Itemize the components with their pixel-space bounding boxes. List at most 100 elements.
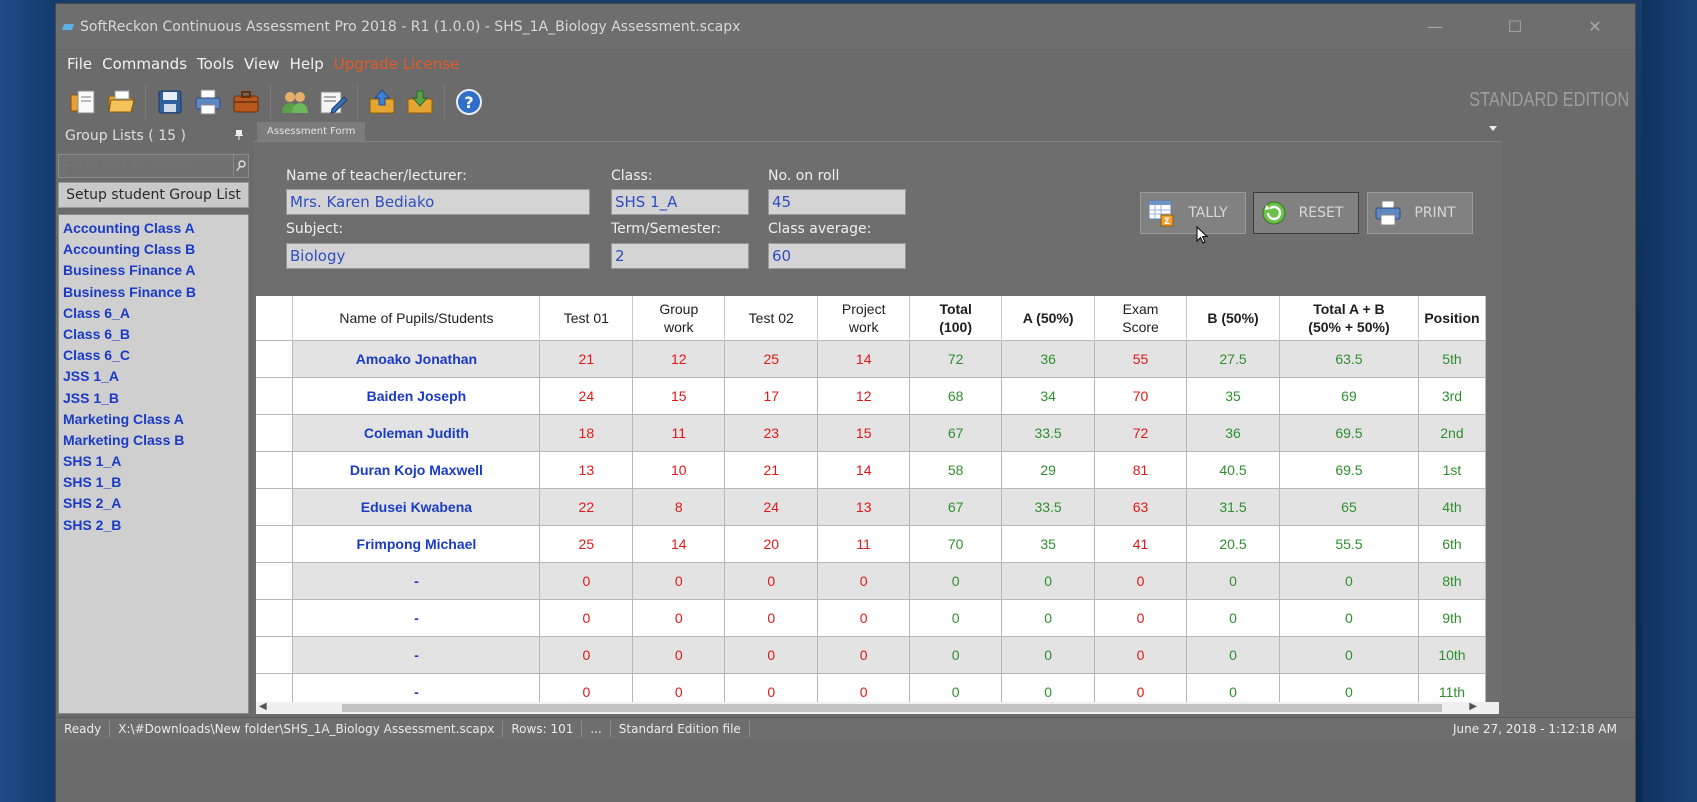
column-header[interactable]: Test 01 bbox=[539, 296, 634, 340]
score-cell[interactable]: 13 bbox=[539, 450, 634, 488]
score-cell[interactable]: 0 bbox=[1094, 561, 1188, 599]
student-name-cell[interactable]: - bbox=[292, 672, 541, 702]
student-name-cell[interactable]: Edusei Kwabena bbox=[292, 487, 541, 525]
row-header[interactable] bbox=[256, 561, 294, 599]
print-button[interactable]: PRINT bbox=[1367, 192, 1473, 234]
menu-upgrade-license[interactable]: Upgrade License bbox=[333, 55, 460, 73]
score-cell[interactable]: 29 bbox=[1001, 450, 1096, 488]
group-item[interactable]: JSS 1_B bbox=[63, 389, 120, 406]
score-cell[interactable]: 0 bbox=[1001, 672, 1096, 702]
close-button[interactable]: ✕ bbox=[1588, 17, 1602, 36]
score-cell[interactable]: 23 bbox=[724, 413, 819, 451]
column-header[interactable]: B (50%) bbox=[1186, 296, 1280, 340]
student-name-cell[interactable]: - bbox=[292, 561, 541, 599]
score-cell[interactable]: 20.5 bbox=[1186, 524, 1280, 562]
search-icon[interactable] bbox=[234, 154, 249, 178]
table-row[interactable]: Duran Kojo Maxwell 13 10 21 14 58 29 81 40.5 69.5… bbox=[256, 450, 1486, 488]
score-cell[interactable]: 13 bbox=[817, 487, 911, 525]
student-name-cell[interactable]: - bbox=[292, 598, 541, 636]
score-cell[interactable]: 15 bbox=[632, 376, 726, 414]
group-item[interactable]: SHS 1_B bbox=[63, 474, 122, 491]
row-header[interactable] bbox=[256, 672, 294, 702]
score-cell[interactable]: 70 bbox=[909, 524, 1003, 562]
score-cell[interactable]: 69.5 bbox=[1279, 413, 1419, 451]
score-cell[interactable]: 34 bbox=[1001, 376, 1096, 414]
score-cell[interactable]: 0 bbox=[632, 561, 726, 599]
table-row[interactable]: Frimpong Michael 25 14 20 11 70 35 41 20.5 55.5 6t… bbox=[256, 524, 1486, 562]
group-item[interactable]: Class 6_C bbox=[63, 347, 130, 364]
table-row[interactable]: Baiden Joseph 24 15 17 12 68 34 70 35 69 3rd bbox=[256, 376, 1486, 414]
scroll-right-icon[interactable]: ▶ bbox=[1469, 701, 1477, 712]
score-cell[interactable]: 8th bbox=[1418, 561, 1486, 599]
score-cell[interactable]: 0 bbox=[539, 672, 634, 702]
score-cell[interactable]: 63 bbox=[1094, 487, 1188, 525]
average-field[interactable]: 60 bbox=[768, 243, 906, 269]
horizontal-scrollbar[interactable]: ◀ ▶ bbox=[256, 701, 1499, 714]
score-cell[interactable]: 31.5 bbox=[1186, 487, 1280, 525]
score-cell[interactable]: 0 bbox=[539, 598, 634, 636]
score-cell[interactable]: 36 bbox=[1001, 339, 1096, 377]
score-cell[interactable]: 11 bbox=[632, 413, 726, 451]
table-row[interactable]: Coleman Judith 18 11 23 15 67 33.5 72 36 69.5 2nd bbox=[256, 413, 1486, 451]
student-name-cell[interactable]: Amoako Jonathan bbox=[292, 339, 541, 377]
menu-view[interactable]: View bbox=[243, 55, 280, 73]
column-header[interactable]: Group work bbox=[632, 296, 726, 340]
score-cell[interactable]: 25 bbox=[539, 524, 634, 562]
group-item[interactable]: Marketing Class B bbox=[63, 431, 185, 448]
chevron-down-icon[interactable] bbox=[1489, 126, 1497, 131]
score-cell[interactable]: 0 bbox=[1279, 672, 1419, 702]
group-item[interactable]: Business Finance A bbox=[63, 262, 196, 279]
minimize-button[interactable]: — bbox=[1427, 17, 1443, 36]
upload-icon[interactable] bbox=[363, 83, 401, 121]
student-name-cell[interactable]: Duran Kojo Maxwell bbox=[292, 450, 541, 488]
score-cell[interactable]: 24 bbox=[724, 487, 819, 525]
score-cell[interactable]: 21 bbox=[724, 450, 819, 488]
score-cell[interactable]: 0 bbox=[909, 635, 1003, 673]
student-name-cell[interactable]: Frimpong Michael bbox=[292, 524, 541, 562]
row-header[interactable] bbox=[256, 487, 294, 525]
table-row[interactable]: Amoako Jonathan 21 12 25 14 72 36 55 27.5 63.5 5th bbox=[256, 339, 1486, 377]
score-cell[interactable]: 41 bbox=[1094, 524, 1188, 562]
row-header[interactable] bbox=[256, 413, 294, 451]
score-cell[interactable]: 0 bbox=[1001, 635, 1096, 673]
score-cell[interactable]: 3rd bbox=[1418, 376, 1486, 414]
score-cell[interactable]: 0 bbox=[1094, 598, 1188, 636]
score-cell[interactable]: 0 bbox=[909, 672, 1003, 702]
score-cell[interactable]: 0 bbox=[817, 672, 911, 702]
score-cell[interactable]: 0 bbox=[1001, 561, 1096, 599]
menu-file[interactable]: File bbox=[67, 55, 93, 73]
score-cell[interactable]: 0 bbox=[1279, 561, 1419, 599]
score-cell[interactable]: 35 bbox=[1001, 524, 1096, 562]
score-cell[interactable]: 22 bbox=[539, 487, 634, 525]
score-cell[interactable]: 2nd bbox=[1418, 413, 1486, 451]
score-cell[interactable]: 55 bbox=[1094, 339, 1188, 377]
score-cell[interactable]: 27.5 bbox=[1186, 339, 1280, 377]
column-header[interactable]: Name of Pupils/Students bbox=[292, 296, 541, 340]
pin-icon[interactable] bbox=[235, 130, 243, 140]
score-cell[interactable]: 10 bbox=[632, 450, 726, 488]
score-cell[interactable]: 0 bbox=[724, 561, 819, 599]
score-cell[interactable]: 17 bbox=[724, 376, 819, 414]
score-cell[interactable]: 72 bbox=[909, 339, 1003, 377]
score-cell[interactable]: 14 bbox=[817, 339, 911, 377]
score-cell[interactable]: 0 bbox=[632, 672, 726, 702]
score-cell[interactable]: 63.5 bbox=[1279, 339, 1419, 377]
reset-button[interactable]: RESET bbox=[1253, 192, 1359, 234]
score-cell[interactable]: 58 bbox=[909, 450, 1003, 488]
row-header[interactable] bbox=[256, 376, 294, 414]
edit-icon[interactable] bbox=[314, 83, 352, 121]
score-cell[interactable]: 69.5 bbox=[1279, 450, 1419, 488]
maximize-button[interactable]: ☐ bbox=[1507, 17, 1523, 36]
score-cell[interactable]: 33.5 bbox=[1001, 413, 1096, 451]
table-row[interactable]: Edusei Kwabena 22 8 24 13 67 33.5 63 31.5 65 4th bbox=[256, 487, 1486, 525]
class-field[interactable]: SHS 1_A bbox=[611, 189, 749, 215]
tab-assessment-form[interactable]: Assessment Form bbox=[257, 122, 366, 141]
download-icon[interactable] bbox=[401, 83, 439, 121]
group-item[interactable]: SHS 1_A bbox=[63, 453, 122, 470]
group-item[interactable]: Class 6_A bbox=[63, 304, 130, 321]
score-cell[interactable]: 1st bbox=[1418, 450, 1486, 488]
score-cell[interactable]: 35 bbox=[1186, 376, 1280, 414]
menu-help[interactable]: Help bbox=[289, 55, 324, 73]
group-item[interactable]: SHS 2_B bbox=[63, 516, 122, 533]
score-cell[interactable]: 21 bbox=[539, 339, 634, 377]
